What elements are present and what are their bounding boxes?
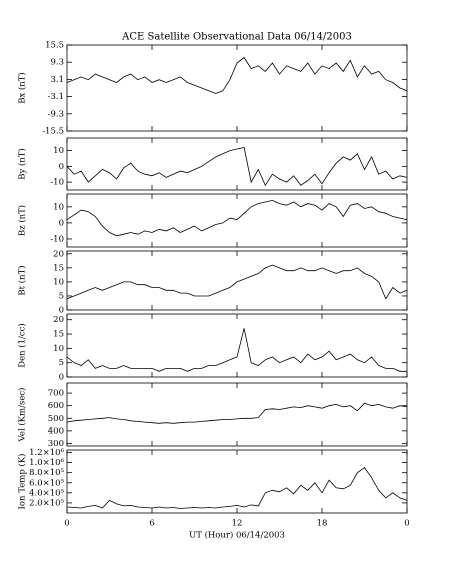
data-line — [66, 467, 408, 509]
y-tick-label: 500 — [48, 414, 64, 424]
y-axis-label: By (nT) — [17, 148, 28, 180]
y-tick-label: 8.0×10⁵ — [29, 468, 64, 478]
y-tick-label: 20 — [53, 315, 64, 325]
data-line — [66, 147, 408, 187]
y-axis-label: Ion Temp (K) — [17, 454, 28, 510]
y-tick-label: 0 — [59, 373, 64, 383]
x-axis-label: UT (Hour) 06/14/2003 — [189, 530, 285, 541]
y-axis-label: Vel (Km/sec) — [17, 388, 28, 443]
y-tick-label: 700 — [48, 389, 64, 399]
x-tick-label: 18 — [317, 519, 328, 529]
panel-frame — [66, 137, 408, 191]
x-tick-label: 12 — [232, 519, 243, 529]
panel-frame — [66, 382, 408, 447]
chart-title: ACE Satellite Observational Data 06/14/2… — [121, 32, 352, 43]
y-tick-label: 20 — [53, 249, 64, 259]
y-tick-label: 0 — [59, 306, 64, 316]
y-tick-label: -10 — [50, 234, 64, 244]
data-line — [66, 199, 408, 237]
y-tick-label: 4.0×10⁵ — [29, 488, 64, 498]
y-tick-label: 0 — [59, 218, 64, 228]
y-tick-label: 400 — [48, 426, 64, 436]
y-axis-label: Den (1/cc) — [17, 323, 28, 367]
y-tick-label: 15 — [53, 330, 64, 340]
y-tick-label: 10 — [53, 202, 64, 212]
y-axis-label: Bx (nT) — [17, 72, 28, 104]
y-tick-label: 5 — [59, 291, 64, 301]
data-line — [66, 328, 407, 372]
y-tick-label: -9.3 — [48, 109, 64, 119]
y-tick-label: -15.5 — [42, 127, 64, 137]
panel-frame — [66, 193, 408, 248]
y-tick-label: 2.0×10⁵ — [29, 498, 64, 508]
y-tick-label: 9.3 — [50, 58, 64, 68]
y-tick-label: 6.0×10⁵ — [29, 478, 64, 488]
y-tick-label: 5 — [59, 358, 64, 368]
y-tick-label: 0 — [59, 162, 64, 172]
x-tick-label: 6 — [149, 519, 154, 529]
y-axis-label: Bt (nT) — [17, 265, 28, 295]
data-line — [66, 264, 408, 300]
y-tick-label: 300 — [48, 439, 64, 449]
y-tick-label: 3.1 — [50, 75, 64, 85]
y-tick-label: 10 — [53, 277, 64, 287]
panel-frame — [66, 44, 408, 132]
y-tick-label: 1.2×10⁶ — [29, 448, 64, 458]
panel-frame — [66, 449, 408, 514]
x-tick-label: 0 — [64, 519, 69, 529]
y-tick-label: 10 — [53, 146, 64, 156]
y-axis-label: Bz (nT) — [17, 205, 28, 236]
data-line — [66, 402, 408, 424]
data-line — [66, 56, 408, 94]
y-tick-label: 15 — [53, 263, 64, 273]
y-tick-label: 10 — [53, 344, 64, 354]
y-tick-label: 600 — [48, 401, 64, 411]
y-tick-label: -3.1 — [48, 92, 64, 102]
x-tick-label: 0 — [404, 519, 409, 529]
panel-frame — [66, 250, 408, 311]
y-tick-label: 1.0×10⁶ — [29, 458, 64, 468]
y-tick-label: 15.5 — [45, 41, 64, 51]
y-tick-label: -10 — [50, 178, 64, 188]
